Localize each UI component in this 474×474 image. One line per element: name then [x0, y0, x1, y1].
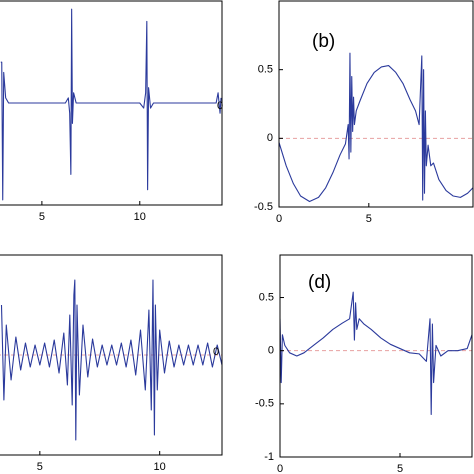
- panel-label: (b): [312, 31, 335, 52]
- annotation: 0: [213, 346, 219, 358]
- x-tick-label: 0: [276, 213, 282, 225]
- panel: 5 10 0: [0, 254, 223, 473]
- axes-frame: [0, 254, 223, 456]
- y-tick-label: 0.5: [258, 64, 273, 76]
- signal-line: [0, 8, 222, 201]
- signal-line: [280, 291, 472, 416]
- x-tick-label: 10: [154, 461, 166, 473]
- plot-area: [279, 52, 473, 203]
- x-tick-label: 5: [37, 461, 43, 473]
- axes-frame: [0, 0, 223, 206]
- plot-area: [0, 279, 222, 441]
- panel: 0 5 -1 -0.5 0 0.5 (d): [255, 254, 473, 474]
- plot-area: [0, 8, 222, 201]
- x-tick-label: 10: [134, 211, 146, 223]
- panel: 5 10 0: [0, 0, 223, 223]
- y-tick-label: 0: [267, 132, 273, 144]
- y-tick-label: 0: [268, 345, 274, 357]
- plot-area: [280, 291, 472, 416]
- panel-label: (d): [308, 272, 331, 293]
- signal-line: [0, 279, 222, 441]
- y-tick-label: -0.5: [254, 201, 273, 213]
- x-tick-label: 5: [39, 211, 45, 223]
- x-tick-label: 5: [397, 463, 403, 474]
- panel: 0 5-0.500.5(b): [254, 0, 474, 225]
- axes-frame: [279, 254, 473, 458]
- y-tick-label: -1: [264, 451, 274, 463]
- y-tick-label: -0.5: [255, 398, 274, 410]
- signal-line: [279, 52, 473, 203]
- x-tick-label: 5: [366, 213, 372, 225]
- y-tick-label: 0.5: [259, 291, 274, 303]
- x-tick-label: 0: [277, 463, 283, 474]
- annotation: 0: [217, 100, 223, 112]
- axes-frame: [278, 0, 474, 208]
